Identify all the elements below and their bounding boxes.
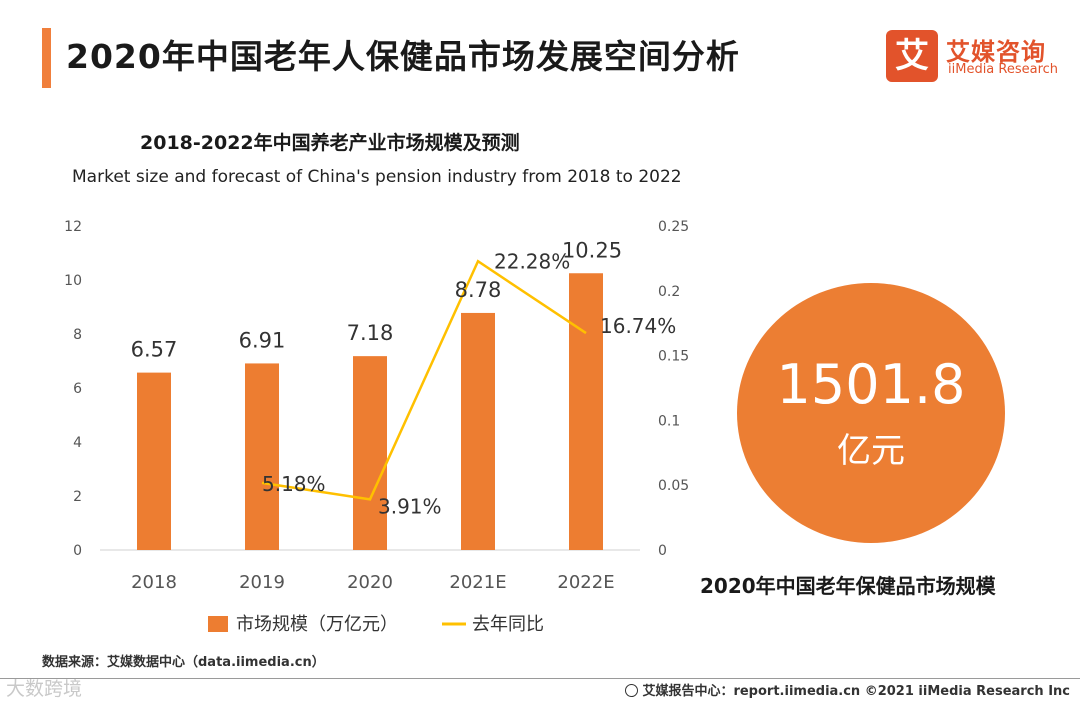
bar-value-label: 8.78 (455, 278, 502, 302)
bar-value-label: 10.25 (562, 238, 622, 262)
y-left-tick-label: 2 (73, 489, 82, 505)
x-tick-label: 2019 (239, 572, 285, 593)
footer-divider (0, 678, 1080, 679)
logo-name-en: iiMedia Research (948, 62, 1059, 77)
chart-title: 2018-2022年中国养老产业市场规模及预测 (140, 132, 520, 154)
x-tick-label: 2021E (449, 572, 506, 593)
line-value-label: 3.91% (378, 494, 442, 518)
bar-value-label: 6.57 (131, 338, 178, 362)
watermark: 大数跨境 (6, 678, 83, 700)
y-left-tick-label: 8 (73, 327, 82, 343)
y-right-tick-label: 0.2 (658, 284, 680, 300)
y-right-tick-label: 0 (658, 543, 667, 559)
y-left-tick-label: 6 (73, 381, 82, 397)
bar (245, 363, 279, 550)
market-size-circle: 1501.8 亿元 (737, 283, 1005, 543)
y-right-tick-label: 0.15 (658, 349, 689, 365)
logo-mark: 艾 (886, 30, 938, 82)
market-size-unit: 亿元 (837, 431, 905, 471)
market-size-value: 1501.8 (776, 353, 966, 416)
bar (353, 356, 387, 550)
bar-value-label: 6.91 (239, 328, 286, 352)
title-accent-bar (42, 28, 51, 88)
globe-icon (625, 684, 639, 697)
footer-text: 艾媒报告中心：report.iimedia.cn ©2021 iiMedia R… (642, 684, 1070, 699)
y-right-tick-label: 0.1 (658, 413, 680, 429)
bar (137, 372, 171, 550)
bar-value-label: 7.18 (347, 321, 394, 345)
y-left-tick-label: 12 (64, 219, 82, 235)
series-line (261, 259, 587, 501)
y-right-tick-label: 0.05 (658, 478, 689, 494)
chart-subtitle: Market size and forecast of China's pens… (72, 167, 682, 187)
data-source: 数据来源：艾媒数据中心（data.iimedia.cn） (42, 655, 325, 670)
x-tick-label: 2022E (557, 572, 614, 593)
x-tick-label: 2018 (131, 572, 177, 593)
y-left-tick-label: 4 (73, 435, 82, 451)
market-size-caption: 2020年中国老年保健品市场规模 (700, 574, 996, 598)
x-tick-label: 2020 (347, 572, 393, 593)
bar (461, 312, 495, 550)
y-left-tick-label: 10 (64, 273, 82, 289)
combo-chart: 0 2 4 6 8 10 12 0 0.05 0.1 0.15 0.2 0.25 6.57 6.91 7.18… (64, 219, 689, 635)
bar (569, 273, 603, 550)
y-right-tick-label: 0.25 (658, 219, 689, 235)
line-value-label: 22.28% (494, 249, 570, 273)
line-value-label: 16.74% (600, 314, 676, 338)
y-left-tick-label: 0 (73, 543, 82, 559)
logo-name-cn: 艾媒咨询 (946, 38, 1046, 66)
legend-line-label: 去年同比 (472, 614, 544, 635)
brand-logo[interactable]: 艾 艾媒咨询 iiMedia Research (886, 30, 1066, 82)
legend-bar-swatch (208, 616, 228, 632)
footer-credit: 艾媒报告中心：report.iimedia.cn ©2021 iiMedia R… (625, 680, 1070, 699)
line-value-label: 5.18% (262, 472, 326, 496)
page-title: 2020年中国老年人保健品市场发展空间分析 (66, 37, 740, 76)
legend-bar-label: 市场规模（万亿元） (236, 614, 398, 635)
